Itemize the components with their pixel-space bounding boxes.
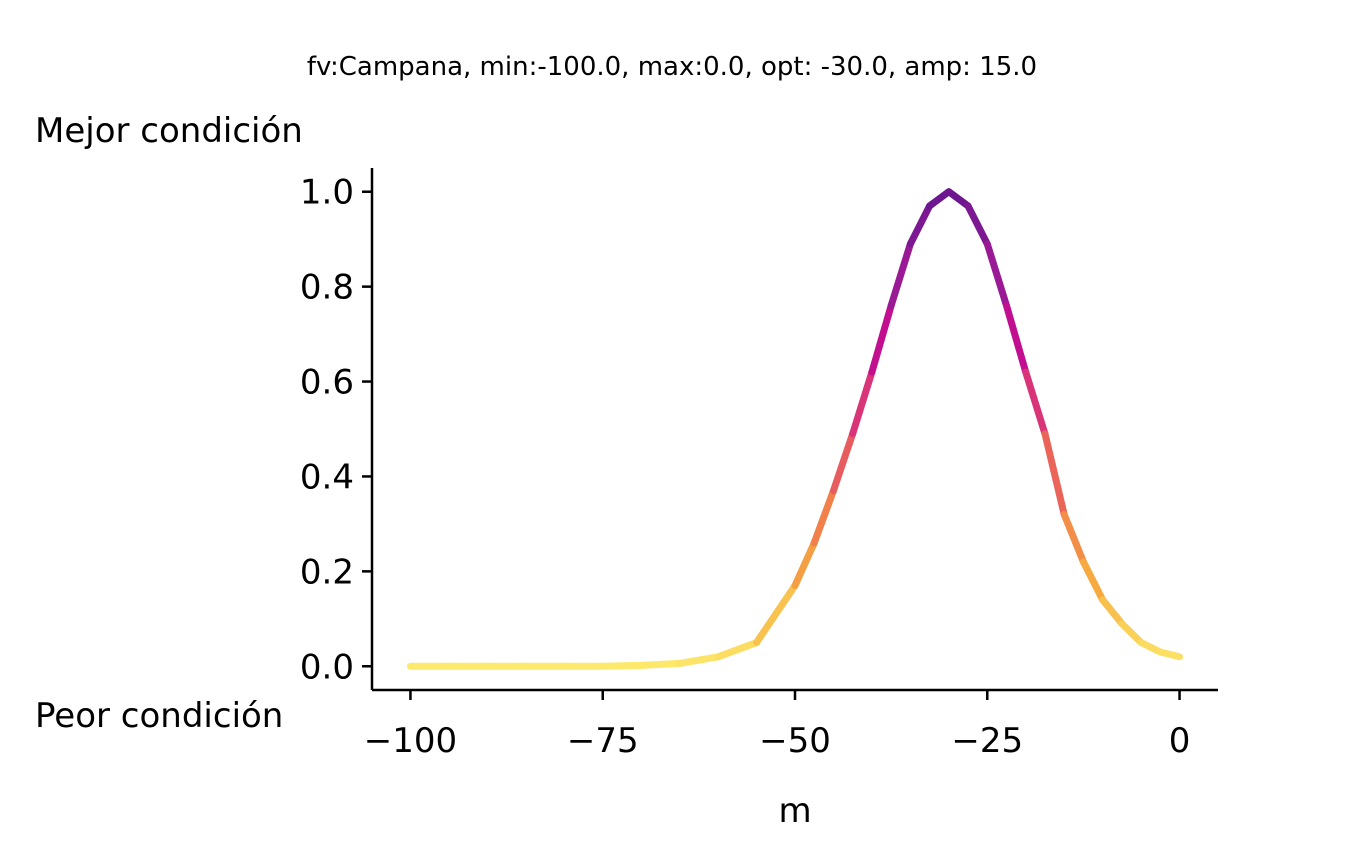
curve-segment <box>757 586 795 643</box>
x-tick-label: −50 <box>759 721 831 761</box>
curve-segment <box>987 244 1006 306</box>
curve-segment <box>795 543 814 586</box>
curve-segment <box>814 491 833 543</box>
curve-segment <box>718 643 756 657</box>
x-tick-label: −100 <box>364 721 457 761</box>
chart-title: fv:Campana, min:-100.0, max:0.0, opt: -3… <box>307 52 1037 82</box>
axes: 0.0 0.2 0.4 0.6 0.8 1.0 −100 −75 −50 −25 0 <box>300 168 1218 761</box>
curve-segment <box>1026 372 1045 434</box>
curve-segment <box>680 657 718 664</box>
curve-segment <box>1103 600 1122 624</box>
x-axis-label: m <box>778 791 811 831</box>
curve-segment <box>968 206 987 244</box>
top-condition-label: Mejor condición <box>35 111 303 151</box>
x-tick-label: 0 <box>1169 721 1191 761</box>
curve-segment <box>853 372 872 434</box>
y-tick-label: 0.6 <box>300 363 354 403</box>
y-tick-label: 0.0 <box>300 647 354 687</box>
x-tick-label: −25 <box>951 721 1023 761</box>
curve-segment <box>1007 306 1026 372</box>
bottom-condition-label: Peor condición <box>35 696 283 736</box>
curve-segment <box>641 663 679 665</box>
y-tick-label: 0.8 <box>300 268 354 308</box>
curve-segment <box>872 306 891 372</box>
curve-segment <box>910 206 929 244</box>
curve-series <box>410 192 1179 667</box>
curve-segment <box>1122 624 1141 643</box>
curve-segment <box>949 192 968 206</box>
curve-segment <box>891 244 910 306</box>
curve-segment <box>1045 434 1064 515</box>
y-tick-label: 1.0 <box>300 173 354 213</box>
curve-segment <box>1160 652 1179 657</box>
curve-segment <box>1064 514 1083 561</box>
curve-segment <box>930 192 949 206</box>
y-tick-label: 0.4 <box>300 457 354 497</box>
curve-segment <box>1083 562 1102 600</box>
x-tick-label: −75 <box>567 721 639 761</box>
curve-segment <box>603 665 641 666</box>
y-tick-label: 0.2 <box>300 552 354 592</box>
curve-segment <box>833 434 852 491</box>
